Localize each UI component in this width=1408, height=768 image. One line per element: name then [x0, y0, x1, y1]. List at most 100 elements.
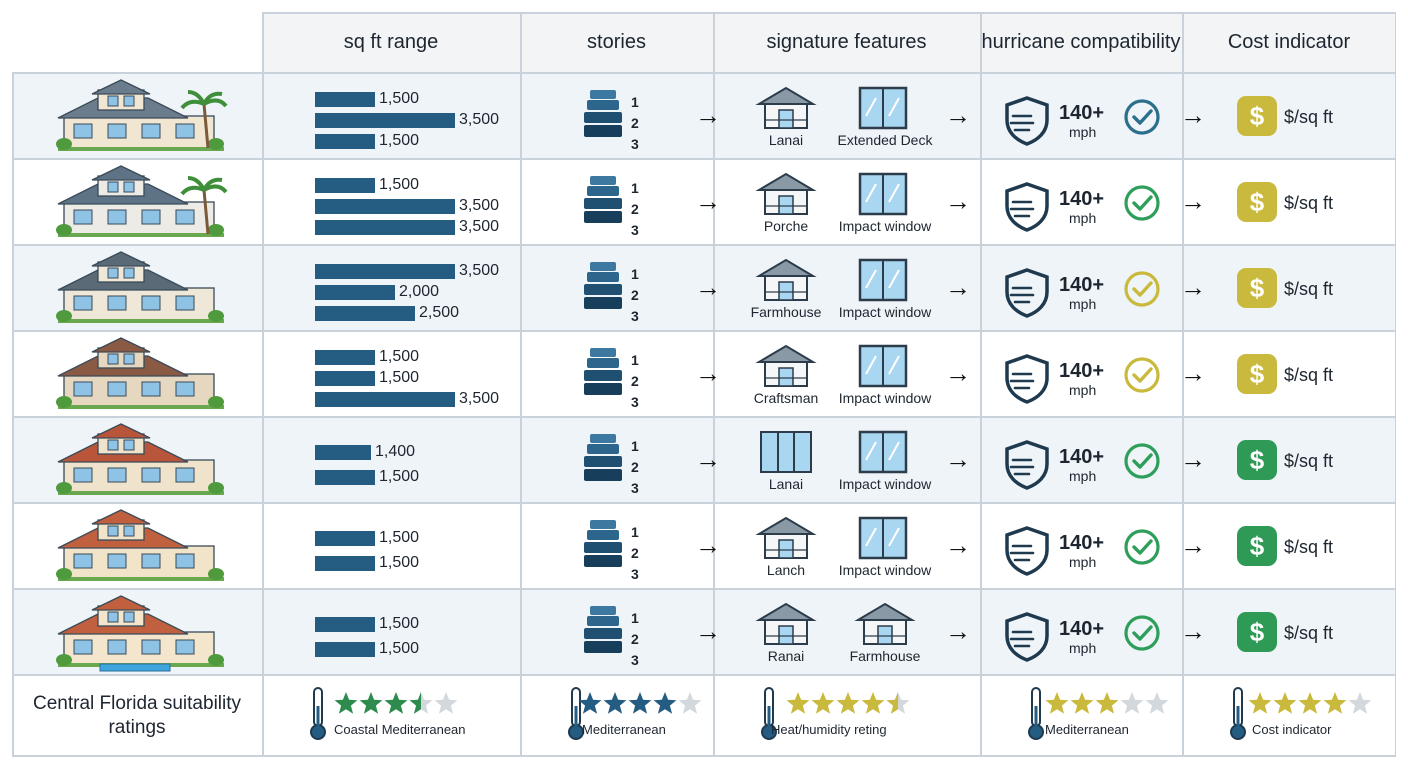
- story-number: 3: [631, 308, 639, 324]
- sqft-bar: [315, 113, 455, 128]
- rating-stars: [1045, 692, 1169, 714]
- story-block: [584, 555, 622, 567]
- feature-label: Lanai: [768, 476, 804, 492]
- lanai-icon: [755, 86, 817, 129]
- sqft-bar: [315, 220, 455, 235]
- grid-line: [12, 416, 1396, 418]
- sqft-bar: [315, 617, 375, 632]
- sqft-bar: [315, 470, 375, 485]
- sqft-label: 3,500: [459, 262, 500, 279]
- dollar-icon: $: [1237, 96, 1277, 136]
- grid-line: [520, 12, 522, 756]
- wind-unit: mph: [1069, 124, 1097, 140]
- wind-speed: 140+: [1059, 102, 1105, 124]
- story-block: [587, 358, 619, 368]
- story-block: [590, 90, 616, 99]
- sqft-label: 1,500: [379, 90, 420, 107]
- wind-speed: 140+: [1059, 532, 1105, 554]
- wind-speed: 140+: [1059, 188, 1105, 210]
- arrow-icon: →: [945, 358, 971, 388]
- grid-line: [262, 12, 264, 756]
- wind-unit: mph: [1069, 468, 1097, 484]
- shield-wind-icon: [1005, 96, 1049, 146]
- grid-line: [980, 12, 982, 756]
- sqft-bar: [315, 445, 371, 460]
- row-background: [12, 416, 1396, 502]
- grid-line: [12, 72, 14, 756]
- story-number: 3: [631, 652, 639, 668]
- feature-label: Impact window: [838, 562, 932, 578]
- story-number: 2: [631, 631, 639, 647]
- thermometer-icon: [1028, 687, 1044, 740]
- cost-label: $/sq ft: [1284, 365, 1334, 385]
- story-number: 1: [631, 180, 639, 196]
- row-background: [12, 330, 1396, 416]
- sqft-label: 2,500: [419, 304, 460, 321]
- row-background: [12, 502, 1396, 588]
- story-number: 1: [631, 266, 639, 282]
- arrow-icon: →: [945, 530, 971, 560]
- feature-label: Impact window: [838, 390, 932, 406]
- sqft-bar: [315, 264, 455, 279]
- story-block: [584, 370, 622, 381]
- sqft-label: 1,500: [379, 615, 420, 632]
- sqft-bar: [315, 531, 375, 546]
- arrow-icon: →: [945, 616, 971, 646]
- story-block: [590, 520, 616, 529]
- impact-window-icon: [858, 516, 908, 560]
- story-block: [584, 125, 622, 137]
- story-number: 2: [631, 287, 639, 303]
- sqft-label: 1,500: [379, 348, 420, 365]
- check-circle-icon: [1124, 99, 1160, 135]
- sqft-bar: [315, 306, 415, 321]
- feature-label: Ranai: [767, 648, 805, 664]
- story-number: 2: [631, 459, 639, 475]
- story-number: 2: [631, 373, 639, 389]
- shield-wind-icon: [1005, 182, 1049, 232]
- grid-line: [12, 244, 1396, 246]
- lanch-icon: [755, 516, 817, 559]
- check-circle-icon: [1124, 615, 1160, 651]
- sqft-label: 1,500: [379, 640, 420, 657]
- dollar-icon: $: [1237, 612, 1277, 652]
- rating-label: Cost indicator: [1252, 722, 1332, 737]
- story-block: [587, 186, 619, 196]
- arrow-icon: →: [695, 616, 721, 646]
- sqft-bar: [315, 350, 375, 365]
- sqft-label: 1,500: [379, 132, 420, 149]
- check-circle-icon: [1124, 529, 1160, 565]
- triple-window-icon: [760, 431, 812, 473]
- grid-line: [12, 502, 1396, 504]
- thermometer-icon: [761, 687, 777, 740]
- rating-label: Heat/humidity reting: [771, 722, 887, 737]
- row-background: [12, 158, 1396, 244]
- sqft-label: 1,500: [379, 176, 420, 193]
- sqft-label: 3,500: [459, 197, 500, 214]
- sqft-label: 3,500: [459, 111, 500, 128]
- story-number: 2: [631, 545, 639, 561]
- arrow-icon: →: [1180, 616, 1206, 646]
- story-block: [584, 542, 622, 553]
- shield-wind-icon: [1005, 526, 1049, 576]
- story-block: [584, 297, 622, 309]
- thermometer-icon: [568, 687, 584, 740]
- ratings-title: Central Florida suitability ratings: [32, 693, 242, 738]
- story-number: 3: [631, 394, 639, 410]
- wind-speed: 140+: [1059, 446, 1105, 468]
- rating-label: Mediterranean: [1045, 722, 1129, 737]
- feature-label: Extended Deck: [837, 132, 933, 148]
- grid-line: [12, 330, 1396, 332]
- sqft-bar: [315, 178, 375, 193]
- grid-line: [12, 72, 1396, 74]
- story-block: [590, 348, 616, 357]
- cost-label: $/sq ft: [1284, 107, 1334, 127]
- rating-stars: [1248, 692, 1372, 714]
- arrow-icon: →: [945, 100, 971, 130]
- story-block: [587, 616, 619, 626]
- story-block: [587, 530, 619, 540]
- sqft-bar: [315, 285, 395, 300]
- arrow-icon: →: [1180, 100, 1206, 130]
- wind-unit: mph: [1069, 296, 1097, 312]
- sqft-bar: [315, 392, 455, 407]
- feature-label: Farmhouse: [849, 648, 921, 664]
